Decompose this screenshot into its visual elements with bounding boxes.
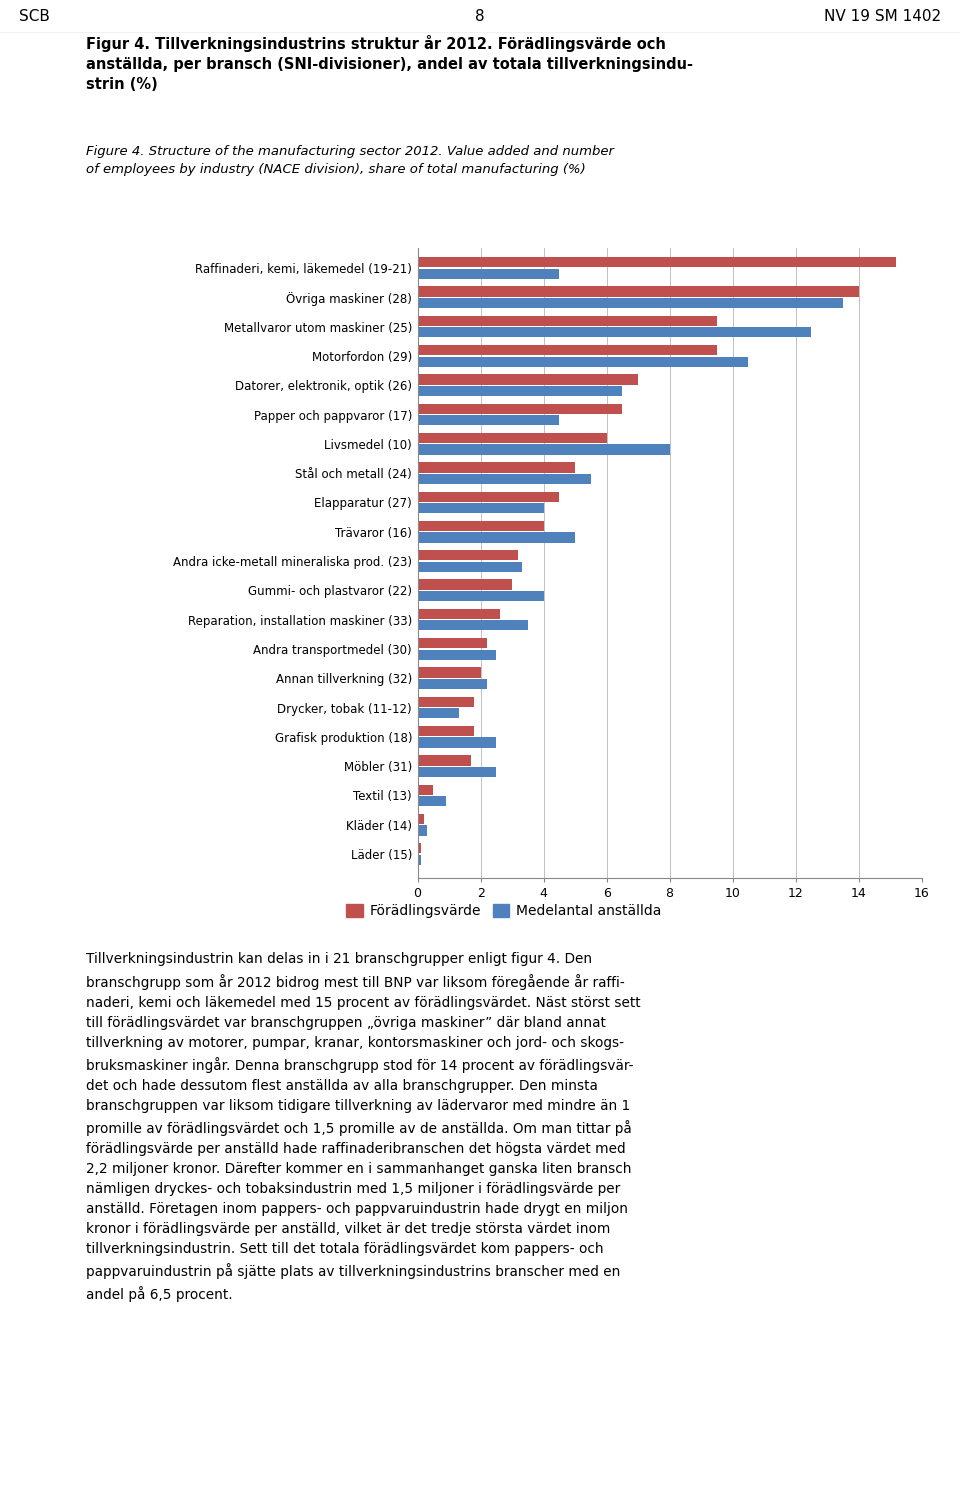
Bar [418, 532, 575, 543]
Bar [418, 650, 496, 660]
Bar [418, 375, 638, 384]
Bar [418, 298, 843, 307]
Bar [418, 286, 858, 297]
Bar [418, 620, 528, 630]
Bar [418, 696, 474, 706]
Bar [418, 433, 607, 442]
Text: Tillverkningsindustrin kan delas in i 21 branschgrupper enligt figur 4. Den
bran: Tillverkningsindustrin kan delas in i 21… [86, 952, 641, 1302]
Bar [418, 609, 499, 619]
Text: SCB: SCB [19, 9, 50, 24]
Text: Figure 4. Structure of the manufacturing sector 2012. Value added and number
of : Figure 4. Structure of the manufacturing… [86, 146, 614, 176]
Bar [418, 316, 717, 326]
Bar [418, 738, 496, 747]
Bar [418, 327, 811, 338]
Bar [418, 825, 427, 836]
Bar [418, 386, 622, 396]
Bar [418, 520, 543, 531]
Bar [418, 579, 512, 590]
Bar [418, 345, 717, 355]
Bar [418, 796, 446, 807]
Bar [418, 708, 459, 718]
Bar [418, 756, 471, 765]
Bar [418, 561, 521, 572]
Bar [418, 668, 481, 678]
Bar [418, 357, 749, 368]
Bar [418, 256, 897, 267]
Legend: Förädlingsvärde, Medelantal anställda: Förädlingsvärde, Medelantal anställda [341, 898, 667, 924]
Bar [418, 503, 543, 513]
Bar [418, 766, 496, 777]
Bar [418, 268, 560, 279]
Bar [418, 855, 420, 865]
Bar [418, 404, 622, 414]
Bar [418, 550, 518, 561]
Bar [418, 444, 669, 454]
Text: Figur 4. Tillverkningsindustrins struktur år 2012. Förädlingsvärde och
anställda: Figur 4. Tillverkningsindustrins struktu… [86, 34, 693, 93]
Bar [418, 784, 433, 795]
Bar [418, 462, 575, 472]
Bar [418, 843, 420, 854]
Bar [418, 638, 487, 648]
Text: NV 19 SM 1402: NV 19 SM 1402 [824, 9, 941, 24]
Bar [418, 680, 487, 688]
Bar [418, 492, 560, 502]
Bar [418, 591, 543, 602]
Bar [418, 815, 424, 824]
Bar [418, 474, 590, 484]
Text: 8: 8 [475, 9, 485, 24]
Bar [418, 416, 560, 426]
Bar [418, 726, 474, 736]
